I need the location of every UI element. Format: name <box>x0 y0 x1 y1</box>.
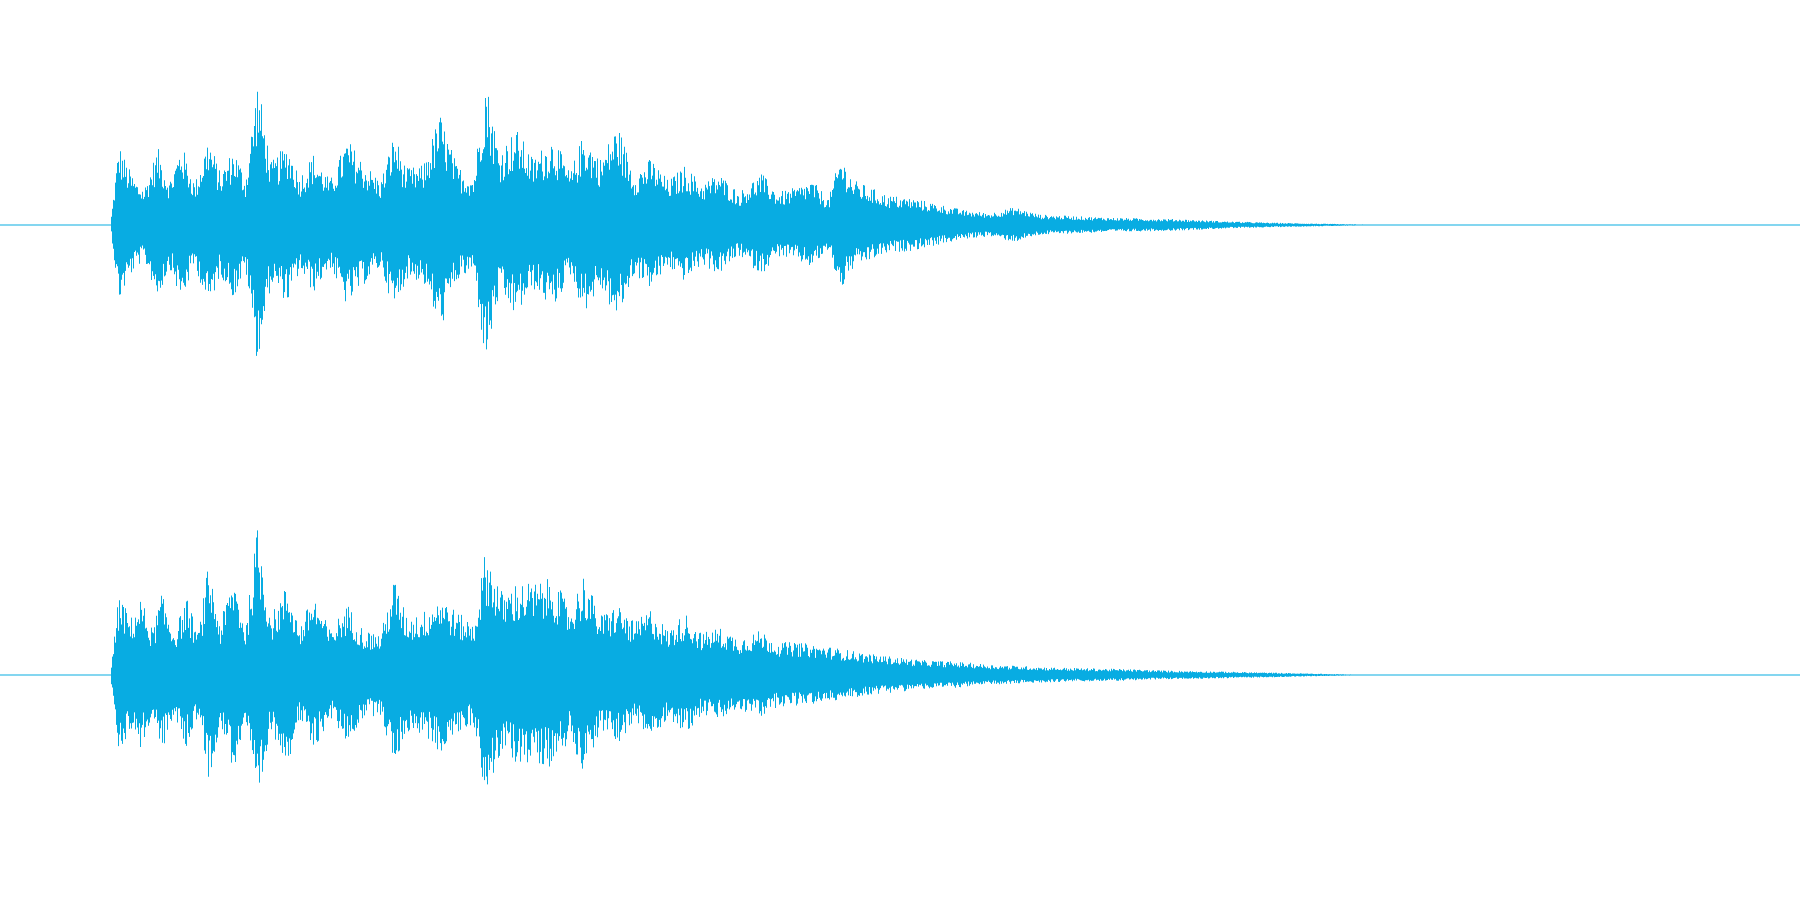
channel-2-waveform <box>111 530 1371 785</box>
channel-1 <box>0 91 1800 356</box>
waveform-trace <box>111 91 1386 356</box>
channel-1-waveform <box>111 91 1386 356</box>
waveform-trace <box>111 530 1371 785</box>
channel-2 <box>0 530 1800 785</box>
